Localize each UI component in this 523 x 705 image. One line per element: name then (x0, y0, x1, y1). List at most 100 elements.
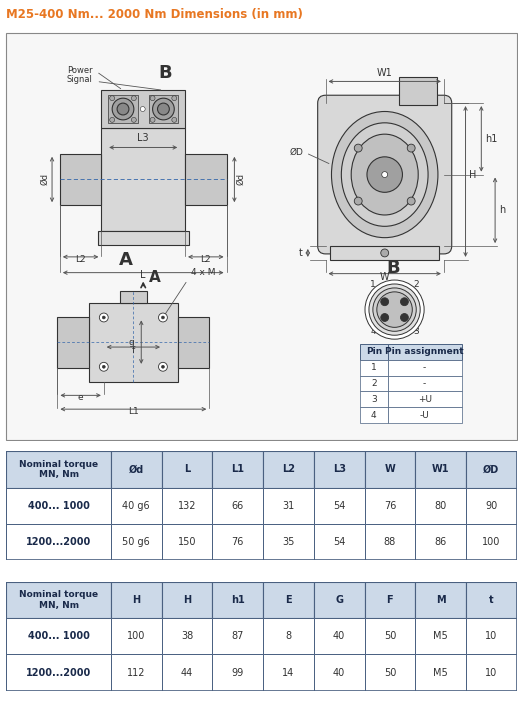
Text: 88: 88 (384, 537, 396, 547)
Text: 100: 100 (482, 537, 501, 547)
Bar (101, 128, 185, 231)
Circle shape (401, 314, 408, 321)
Bar (314, 524, 365, 560)
Text: g: g (129, 338, 134, 347)
Bar (162, 618, 212, 654)
Text: Ød: Ød (237, 173, 246, 185)
Circle shape (407, 197, 415, 205)
Bar (365, 582, 415, 618)
Text: A: A (149, 269, 161, 285)
Text: L: L (141, 269, 146, 280)
Circle shape (131, 96, 137, 101)
Circle shape (112, 98, 134, 120)
Ellipse shape (351, 134, 418, 215)
Bar (212, 524, 263, 560)
Text: W: W (384, 465, 395, 474)
Text: W1: W1 (377, 68, 393, 78)
Text: L3: L3 (333, 465, 346, 474)
Bar (111, 451, 162, 488)
Text: M5: M5 (433, 668, 448, 678)
Text: 1200...2000: 1200...2000 (26, 668, 91, 678)
Text: 86: 86 (435, 537, 447, 547)
Bar (212, 488, 263, 524)
Text: t: t (299, 248, 303, 258)
Bar (263, 582, 314, 618)
Text: 66: 66 (232, 501, 244, 511)
Circle shape (381, 314, 389, 321)
Text: 54: 54 (333, 537, 345, 547)
Text: 38: 38 (181, 631, 193, 642)
Text: h1: h1 (485, 134, 497, 144)
Ellipse shape (332, 111, 438, 238)
Text: 50: 50 (384, 668, 396, 678)
Text: L3: L3 (138, 133, 149, 142)
Text: 1200...2000: 1200...2000 (26, 537, 91, 547)
Bar (314, 654, 365, 691)
Text: 35: 35 (282, 537, 294, 547)
Text: L2: L2 (75, 255, 86, 264)
Circle shape (158, 362, 167, 372)
Bar (162, 488, 212, 524)
Bar (6, 488, 111, 524)
Text: Power: Power (67, 66, 93, 75)
Text: 50: 50 (384, 631, 396, 642)
Text: Nominal torque
MN, Nm: Nominal torque MN, Nm (19, 590, 98, 610)
Text: f: f (132, 346, 135, 355)
Bar (466, 654, 517, 691)
Bar (314, 488, 365, 524)
Text: h: h (499, 205, 505, 215)
Bar (162, 524, 212, 560)
Bar (6, 618, 111, 654)
Circle shape (369, 284, 420, 336)
Text: 150: 150 (178, 537, 196, 547)
Text: 2: 2 (371, 379, 377, 388)
Text: 1: 1 (371, 363, 377, 372)
Bar (108, 95, 138, 123)
Text: Pin: Pin (366, 348, 382, 357)
Circle shape (103, 316, 105, 319)
Circle shape (158, 313, 167, 322)
Bar (388, 376, 462, 391)
Circle shape (110, 118, 115, 123)
Bar (365, 524, 415, 560)
Bar (263, 488, 314, 524)
Bar (58, 317, 89, 368)
Circle shape (162, 316, 164, 319)
Bar (415, 451, 466, 488)
Bar (111, 618, 162, 654)
Text: -: - (423, 363, 426, 372)
Text: 76: 76 (232, 537, 244, 547)
Text: 90: 90 (485, 501, 497, 511)
Circle shape (367, 157, 403, 192)
Text: 3: 3 (413, 327, 419, 336)
Text: F: F (386, 595, 393, 605)
Text: L2: L2 (200, 255, 211, 264)
Circle shape (172, 118, 177, 123)
Bar (331, 246, 439, 260)
Bar (212, 451, 263, 488)
Text: e: e (78, 393, 84, 403)
Text: 112: 112 (127, 668, 145, 678)
Circle shape (150, 96, 155, 101)
Text: G: G (335, 595, 343, 605)
Bar (111, 488, 162, 524)
Bar (111, 524, 162, 560)
Circle shape (354, 197, 362, 205)
Text: 31: 31 (282, 501, 294, 511)
Bar (388, 360, 462, 376)
Bar (466, 451, 517, 488)
Bar (415, 654, 466, 691)
Text: Ød: Ød (41, 173, 50, 185)
Bar (6, 654, 111, 691)
Text: t: t (489, 595, 494, 605)
Circle shape (99, 362, 108, 372)
Bar (388, 344, 462, 360)
Text: H: H (132, 595, 140, 605)
Bar (60, 154, 101, 205)
Bar (415, 488, 466, 524)
Text: 4: 4 (371, 410, 377, 419)
Text: ØD: ØD (483, 465, 499, 474)
Circle shape (381, 249, 389, 257)
Circle shape (157, 103, 169, 115)
Text: 4 x M: 4 x M (190, 268, 215, 277)
